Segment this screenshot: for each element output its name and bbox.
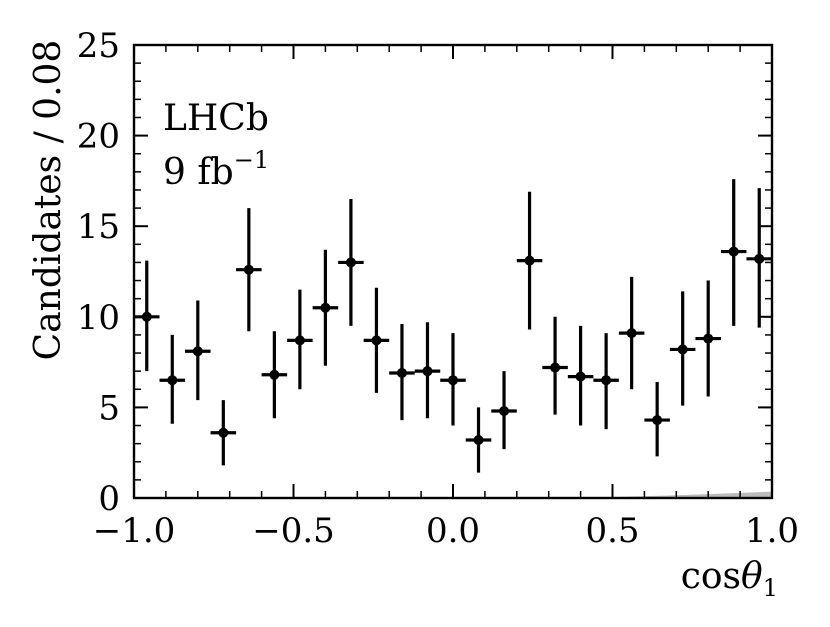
y-tick-label: 10 bbox=[77, 298, 120, 338]
x-tick-label: 0.5 bbox=[585, 511, 639, 551]
point-marker bbox=[448, 375, 458, 386]
data-point bbox=[618, 276, 645, 390]
data-point bbox=[159, 334, 186, 424]
point-marker bbox=[754, 253, 765, 264]
data-points bbox=[134, 179, 772, 473]
x-tick-label: −1.0 bbox=[93, 511, 176, 551]
experiment-label: LHCb bbox=[163, 98, 269, 139]
background-band bbox=[548, 491, 772, 498]
data-point bbox=[312, 249, 339, 366]
data-point bbox=[695, 280, 721, 397]
luminosity-label: 9 fb−1 bbox=[163, 146, 269, 193]
point-marker bbox=[218, 427, 229, 438]
y-tick-label: 15 bbox=[77, 207, 120, 247]
point-marker bbox=[269, 369, 280, 380]
data-point bbox=[644, 382, 670, 457]
x-tick-label: 1.0 bbox=[745, 511, 799, 551]
data-point bbox=[720, 179, 747, 326]
x-axis-title-theta: θ bbox=[741, 556, 763, 597]
data-point bbox=[210, 400, 237, 466]
point-marker bbox=[243, 264, 254, 275]
point-marker bbox=[320, 302, 331, 313]
point-marker bbox=[294, 335, 305, 346]
data-point bbox=[338, 199, 364, 326]
x-tick-label: 0.0 bbox=[426, 511, 480, 551]
point-marker bbox=[626, 328, 637, 339]
data-point bbox=[261, 331, 288, 419]
point-marker bbox=[371, 335, 382, 346]
plot-area bbox=[132, 43, 774, 500]
data-point bbox=[746, 188, 772, 328]
data-point bbox=[134, 260, 160, 372]
point-marker bbox=[728, 246, 739, 257]
data-point bbox=[669, 291, 696, 406]
x-axis-title-subscript: 1 bbox=[763, 574, 778, 602]
data-point bbox=[440, 333, 466, 426]
point-marker bbox=[422, 366, 433, 377]
data-point bbox=[593, 333, 619, 430]
data-point bbox=[236, 208, 262, 332]
data-point bbox=[465, 407, 492, 473]
point-marker bbox=[473, 435, 484, 446]
x-axis-title-cos: cos bbox=[681, 556, 741, 597]
data-point bbox=[516, 191, 543, 330]
y-tick-label: 20 bbox=[77, 117, 120, 157]
point-marker bbox=[601, 375, 612, 386]
plot-frame bbox=[132, 43, 774, 500]
data-point bbox=[567, 325, 594, 426]
data-point bbox=[542, 316, 568, 415]
data-point bbox=[287, 289, 313, 390]
point-marker bbox=[652, 415, 663, 426]
point-marker bbox=[575, 371, 586, 382]
data-point bbox=[389, 324, 415, 421]
data-point bbox=[185, 300, 211, 401]
y-tick-labels: 0 5 10 15 20 25 bbox=[77, 26, 120, 519]
data-point bbox=[491, 371, 517, 450]
point-marker bbox=[524, 255, 535, 266]
y-tick-label: 0 bbox=[98, 479, 120, 519]
data-point bbox=[414, 322, 441, 419]
point-marker bbox=[141, 311, 152, 322]
point-marker bbox=[167, 375, 178, 386]
luminosity-exponent: −1 bbox=[234, 146, 269, 174]
y-tick-label: 5 bbox=[98, 388, 120, 428]
y-axis-title: Candidates / 0.08 bbox=[28, 40, 69, 361]
point-marker bbox=[192, 346, 203, 357]
luminosity-value: 9 fb bbox=[163, 152, 234, 193]
x-axis-title: cosθ1 bbox=[681, 556, 778, 602]
data-point bbox=[363, 287, 390, 393]
point-marker bbox=[677, 344, 688, 355]
point-marker bbox=[345, 257, 356, 268]
x-tick-label: −0.5 bbox=[252, 511, 335, 551]
point-marker bbox=[550, 362, 561, 373]
x-tick-labels: −1.0 −0.5 0.0 0.5 1.0 bbox=[93, 511, 799, 551]
point-marker bbox=[499, 406, 510, 417]
point-marker bbox=[703, 333, 714, 344]
y-tick-label: 25 bbox=[77, 26, 120, 66]
point-marker bbox=[396, 367, 407, 378]
